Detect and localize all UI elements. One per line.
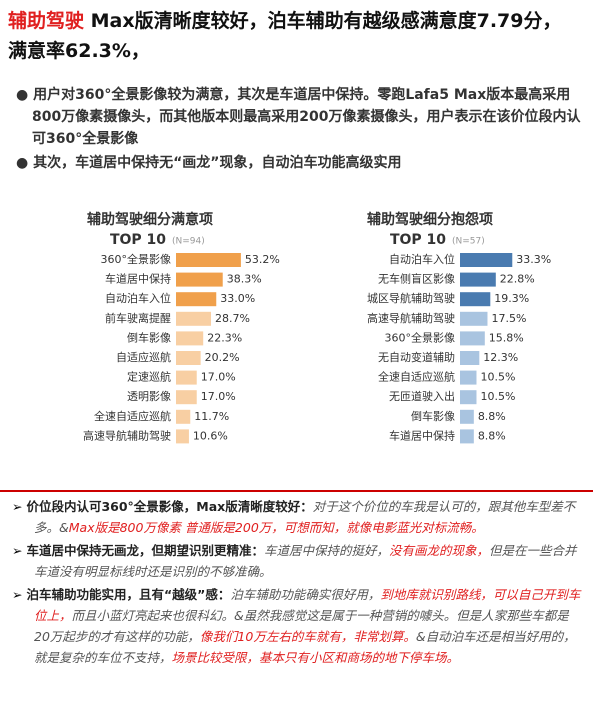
note-text: &自动泊车还是相当好用的，就是复杂的车位不支持， — [34, 629, 576, 665]
value-label: 38.3% — [227, 273, 262, 286]
value-label: 17.0% — [201, 390, 236, 403]
bar — [176, 292, 217, 307]
value-label: 10.6% — [193, 429, 228, 442]
value-label: 53.2% — [245, 253, 280, 266]
bar — [460, 351, 480, 365]
bar — [460, 429, 474, 444]
category-label: 无车侧盲区影像 — [378, 272, 455, 286]
note: ➢ 车道居中保持无画龙，但期望识别更精准：车道居中保持的挺好，没有画龙的现象，但… — [12, 543, 577, 579]
chart-title: 辅助驾驶细分抱怨项 — [367, 211, 493, 228]
value-label: 12.3% — [483, 351, 518, 364]
value-label: 8.8% — [478, 410, 506, 423]
chart-title: 辅助驾驶细分满意项 — [87, 211, 213, 228]
header-highlight: 辅助驾驶 — [8, 10, 85, 32]
value-label: 33.0% — [220, 292, 255, 305]
chart-note: (N=94) — [172, 237, 205, 247]
category-label: 全速自适应巡航 — [94, 409, 171, 423]
note: ➢ 价位段内认可360°全景影像，Max版清晰度较好：对于这个价位的车我是认可的… — [12, 499, 576, 535]
note-heading: 泊车辅助功能实用，且有“越级”感： — [26, 587, 231, 602]
note-text: 泊车辅助功能确实很好用， — [230, 587, 381, 602]
bar — [460, 272, 496, 287]
chart-subtitle: TOP 10 — [390, 232, 446, 248]
bar — [176, 409, 191, 424]
value-label: 19.3% — [494, 292, 529, 305]
bar — [176, 331, 204, 346]
note-text: 到地库就识别路线，可以自己开到车位上， — [34, 587, 581, 623]
bar — [176, 370, 197, 385]
category-label: 无匝道驶入出 — [389, 389, 455, 403]
category-label: 车道居中保持 — [389, 428, 455, 442]
notes: ➢ 价位段内认可360°全景影像，Max版清晰度较好：对于这个价位的车我是认可的… — [0, 490, 593, 715]
category-label: 全速自适应巡航 — [378, 370, 455, 384]
category-label: 前车驶离提醒 — [105, 311, 171, 325]
bar — [176, 351, 201, 365]
bar — [460, 370, 477, 385]
category-label: 高速导航辅助驾驶 — [83, 428, 171, 442]
note-text: 对于这个价位的车我是认可的，跟其他车型差不多。& — [34, 499, 576, 535]
note-text: 而且小蓝灯亮起来也很科幻。&虽然我感觉这是属于一种营销的噱头。但是人家那些车都是… — [34, 608, 569, 644]
bar — [460, 390, 477, 405]
bar — [176, 390, 197, 405]
bar — [176, 272, 223, 287]
bullet: ● 用户对360°全景影像较为满意，其次是车道居中保持。零跑Lafa5 Max版… — [16, 87, 581, 147]
bullet-text: 其次，车道居中保持无“画龙”现象，自动泊车功能高级实用 — [33, 155, 402, 171]
bar — [460, 409, 474, 424]
value-label: 15.8% — [489, 331, 524, 344]
bar — [176, 311, 212, 326]
note-heading: 价位段内认可360°全景影像，Max版清晰度较好： — [26, 499, 313, 514]
note-text: 没有画龙的现象， — [388, 543, 489, 558]
bar — [460, 292, 491, 307]
category-label: 自动泊车入位 — [105, 291, 171, 305]
bullet-text: 用户对360°全景影像较为满意，其次是车道居中保持。零跑Lafa5 Max版本最… — [32, 87, 581, 147]
value-label: 17.0% — [201, 371, 236, 384]
category-label: 透明影像 — [127, 390, 171, 403]
value-label: 33.3% — [516, 253, 551, 266]
category-label: 倒车影像 — [411, 409, 455, 423]
category-label: 倒车影像 — [127, 330, 171, 344]
category-label: 城区导航辅助驾驶 — [367, 291, 455, 305]
category-label: 360°全景影像 — [101, 252, 172, 266]
value-label: 22.8% — [500, 273, 535, 286]
value-label: 11.7% — [194, 410, 229, 423]
chart-note: (N=57) — [452, 237, 485, 247]
category-label: 高速导航辅助驾驶 — [367, 311, 455, 325]
value-label: 10.5% — [480, 390, 515, 403]
category-label: 定速巡航 — [127, 370, 171, 384]
value-label: 22.3% — [207, 331, 242, 344]
bullet: ● 其次，车道居中保持无“画龙”现象，自动泊车功能高级实用 — [16, 155, 402, 171]
value-label: 10.5% — [480, 371, 515, 384]
note-heading: 车道居中保持无画龙，但期望识别更精准： — [26, 543, 264, 558]
value-label: 17.5% — [491, 312, 526, 325]
bar — [460, 331, 485, 346]
bar — [460, 311, 488, 326]
value-label: 28.7% — [215, 312, 250, 325]
note: ➢ 泊车辅助功能实用，且有“越级”感：泊车辅助功能确实很好用，到地库就识别路线，… — [12, 587, 581, 665]
value-label: 20.2% — [205, 351, 240, 364]
value-label: 8.8% — [478, 429, 506, 442]
bar — [176, 253, 241, 267]
category-label: 无自动变道辅助 — [378, 350, 455, 364]
note-text: 车道居中保持的挺好， — [263, 543, 389, 558]
note-text: 场景比较受限，基本只有小区和商场的地下停车场。 — [171, 650, 460, 665]
note-text: 像我们10万左右的车就有，非常划算。 — [199, 629, 416, 644]
bullets: ● 用户对360°全景影像较为满意，其次是车道居中保持。零跑Lafa5 Max版… — [16, 84, 586, 176]
chart-subtitle: TOP 10 — [110, 232, 166, 248]
bar — [176, 429, 189, 444]
bar — [460, 253, 513, 267]
header-title: Max版清晰度较好，泊车辅助有越级感满意度7.79分，满意率62.3%， — [8, 10, 562, 62]
category-label: 车道居中保持 — [105, 272, 171, 286]
category-label: 360°全景影像 — [385, 330, 456, 344]
category-label: 自适应巡航 — [116, 350, 171, 364]
category-label: 自动泊车入位 — [389, 252, 455, 266]
header: 辅助驾驶 Max版清晰度较好，泊车辅助有越级感满意度7.79分，满意率62.3%… — [8, 6, 568, 66]
note-text: Max版是800万像素 普通版是200万，可想而知，就像电影蓝光对标流畅。 — [68, 520, 484, 535]
note-text: 但是在一些合并车道没有明显标线时还是识别的不够准确。 — [34, 543, 577, 579]
